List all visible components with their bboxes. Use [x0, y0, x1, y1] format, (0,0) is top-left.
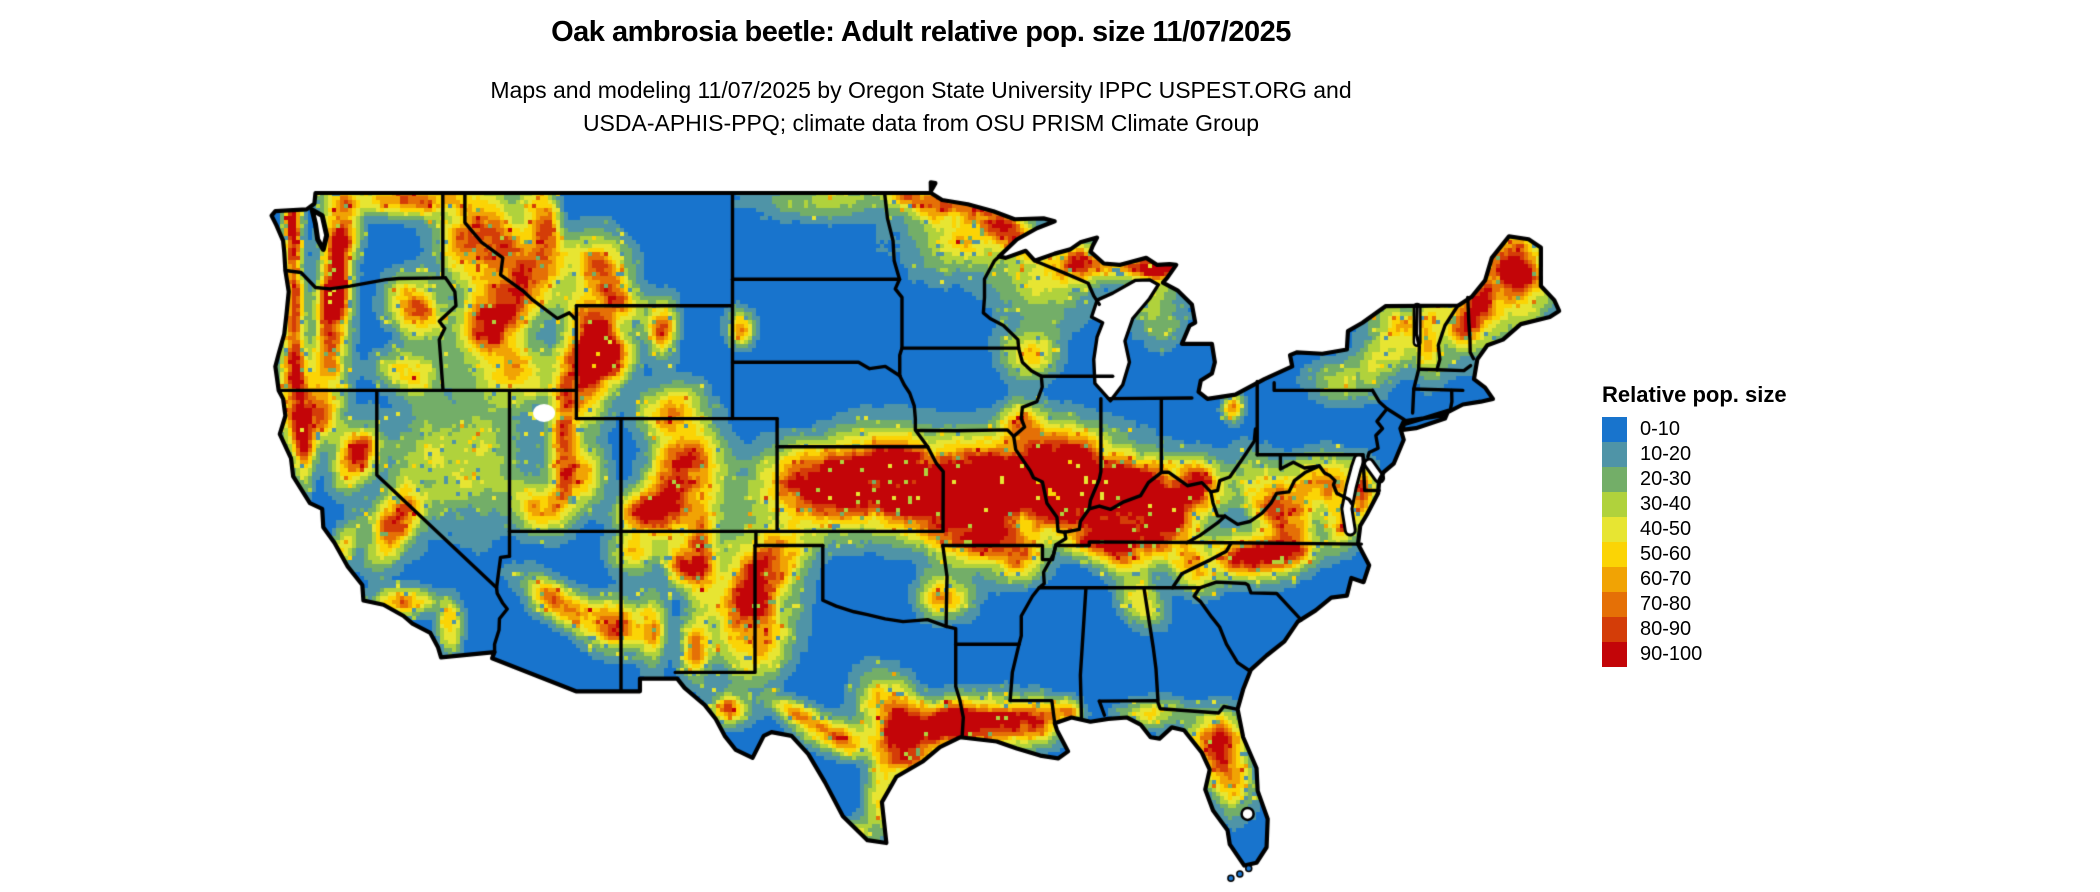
legend-label: 0-10	[1640, 418, 1681, 440]
legend-label: 80-90	[1640, 618, 1692, 640]
legend-label: 70-80	[1640, 593, 1692, 615]
legend: Relative pop. size 0-10 10-20 20-30 30-40 40…	[1602, 382, 1787, 667]
legend-title: Relative pop. size	[1602, 382, 1787, 407]
legend-row: 60-70	[1602, 567, 1787, 592]
legend-label: 60-70	[1640, 568, 1692, 590]
legend-row: 80-90	[1602, 617, 1787, 642]
legend-row: 20-30	[1602, 467, 1787, 492]
map-title: Oak ambrosia beetle: Adult relative pop.…	[551, 16, 1291, 48]
legend-label: 50-60	[1640, 543, 1692, 565]
legend-swatch	[1602, 592, 1627, 617]
legend-swatch	[1602, 467, 1627, 492]
legend-label: 20-30	[1640, 468, 1692, 490]
legend-label: 10-20	[1640, 443, 1692, 465]
legend-swatch	[1602, 542, 1627, 567]
map-subtitle: Maps and modeling 11/07/2025 by Oregon S…	[0, 74, 1842, 140]
legend-swatch	[1602, 442, 1627, 467]
legend-row: 50-60	[1602, 542, 1787, 567]
legend-row: 70-80	[1602, 592, 1787, 617]
legend-row: 10-20	[1602, 442, 1787, 467]
legend-entries: 0-10 10-20 20-30 30-40 40-50 50-60 60-70 70-80 8…	[1602, 417, 1787, 667]
legend-row: 0-10	[1602, 417, 1787, 442]
map-subtitle-line1: Maps and modeling 11/07/2025 by Oregon S…	[490, 77, 1352, 103]
legend-label: 30-40	[1640, 493, 1692, 515]
legend-swatch	[1602, 417, 1627, 442]
legend-row: 90-100	[1602, 642, 1787, 667]
legend-row: 30-40	[1602, 492, 1787, 517]
legend-swatch	[1602, 567, 1627, 592]
map-subtitle-line2: USDA-APHIS-PPQ; climate data from OSU PR…	[582, 110, 1260, 136]
legend-swatch	[1602, 517, 1627, 542]
legend-row: 40-50	[1602, 517, 1787, 542]
legend-swatch	[1602, 617, 1627, 642]
legend-swatch	[1602, 492, 1627, 517]
legend-swatch	[1602, 642, 1627, 667]
legend-label: 40-50	[1640, 518, 1692, 540]
legend-label: 90-100	[1640, 643, 1703, 665]
